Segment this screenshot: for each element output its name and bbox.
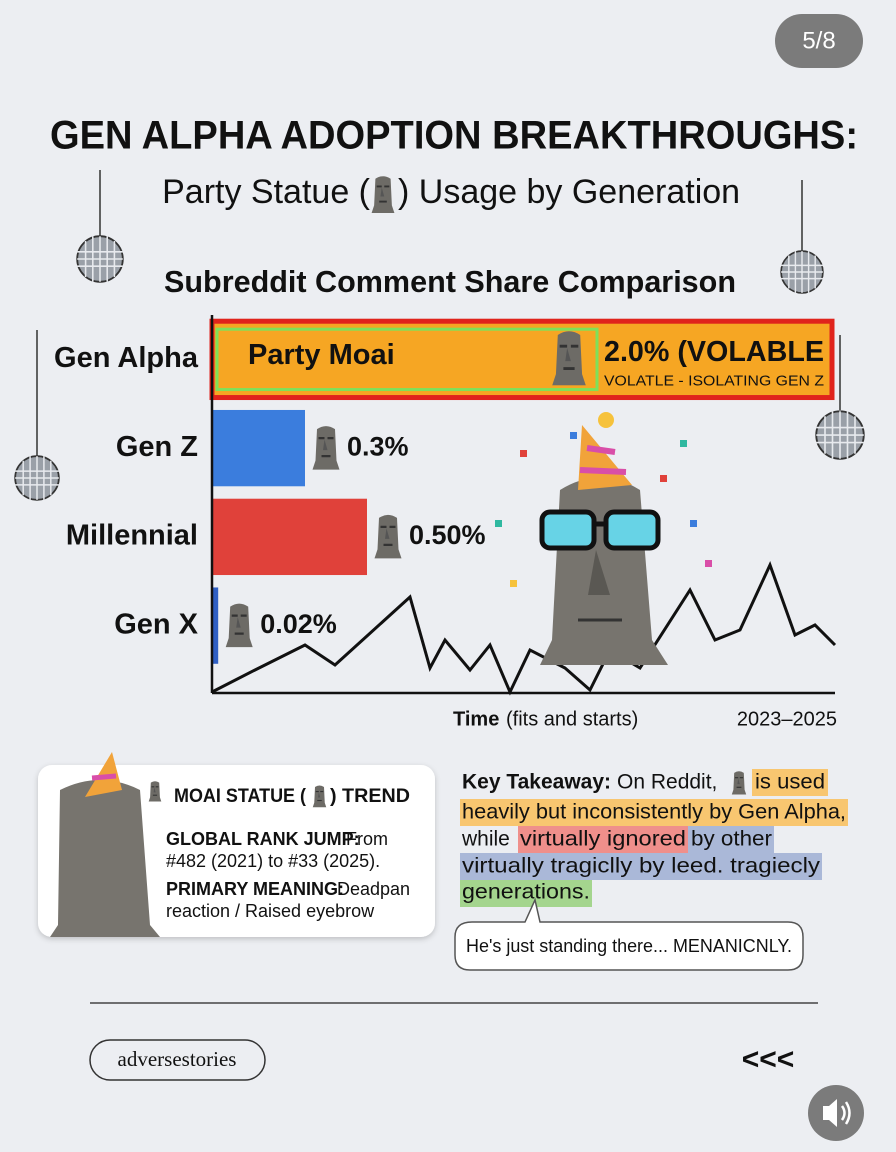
- brand-pill: [89, 1039, 266, 1081]
- info-card: [38, 752, 435, 937]
- takeaway-text: heavily but inconsistently by Gen Alpha,: [462, 801, 846, 824]
- card-title: MOAI STATUE (: [174, 786, 307, 807]
- moai-icon: [731, 770, 747, 795]
- highlight: [460, 769, 848, 907]
- card-text: From: [346, 829, 388, 849]
- x-axis-label: Time: [453, 708, 499, 730]
- takeaway-text: On Reddit,: [617, 771, 717, 794]
- brand: adversestories: [118, 1047, 237, 1071]
- takeaway-text: virtually ignored: [520, 828, 686, 851]
- speech-bubble: [454, 897, 804, 971]
- value-label: 0.50%: [409, 520, 486, 550]
- value-label: 2.0% (VOLABLE: [604, 336, 824, 368]
- subtitle: ) Usage by Generation: [398, 173, 740, 211]
- bar: [212, 587, 219, 664]
- bar: [212, 498, 367, 576]
- bar: [209, 318, 835, 401]
- takeaway-text: while: [461, 828, 510, 851]
- card-text: Deadpan: [337, 879, 410, 899]
- title: GEN ALPHA ADOPTION BREAKTHROUGHS:: [50, 114, 858, 158]
- moai-icon: [311, 424, 341, 471]
- x-range-label: 2023–2025: [737, 708, 837, 730]
- bar: [212, 409, 305, 487]
- value-label: 0.3%: [347, 431, 409, 461]
- takeaway-text: virtually tragiclly by leed. tragiecly: [462, 855, 821, 878]
- takeaway-text: generations.: [462, 881, 590, 904]
- page-counter: 5/8: [802, 27, 835, 54]
- x-axis-note: (fits and starts): [506, 708, 638, 730]
- takeaway-text: by other: [691, 828, 772, 851]
- moai-icon: [370, 175, 396, 213]
- bar-annotation: VOLATLE - ISOLATING GEN Z: [604, 372, 824, 389]
- category-label: Millennial: [66, 520, 198, 552]
- card-text: #482 (2021) to #33 (2025).: [166, 851, 380, 871]
- decoration: [14, 170, 865, 501]
- bar-annotation: Party Moai: [248, 339, 395, 371]
- nav-back[interactable]: <<<: [742, 1043, 795, 1076]
- category-label: Gen Alpha: [54, 342, 199, 374]
- takeaway-label: Key Takeaway:: [462, 771, 611, 794]
- takeaway-text: is used: [755, 771, 825, 794]
- category-label: Gen Z: [116, 431, 198, 463]
- bubble-text: He's just standing there... MENANICNLY.: [466, 936, 792, 956]
- card-label: GLOBAL RANK JUMP:: [166, 829, 360, 849]
- card-label: PRIMARY MEANING:: [166, 879, 344, 899]
- card-text: reaction / Raised eyebrow: [166, 901, 375, 921]
- category-label: Gen X: [114, 608, 198, 640]
- bar-inner-border: [215, 327, 599, 392]
- sound-button[interactable]: [808, 1085, 864, 1141]
- value-label: 0.02%: [260, 609, 337, 639]
- moai-icon: [224, 602, 254, 648]
- subtitle: Party Statue (: [162, 173, 371, 211]
- card-title: ) TREND: [330, 786, 410, 807]
- moai-icon: [373, 513, 403, 559]
- party-moai: [495, 412, 712, 665]
- page-pill: [775, 14, 863, 68]
- chart-title: Subreddit Comment Share Comparison: [164, 264, 736, 299]
